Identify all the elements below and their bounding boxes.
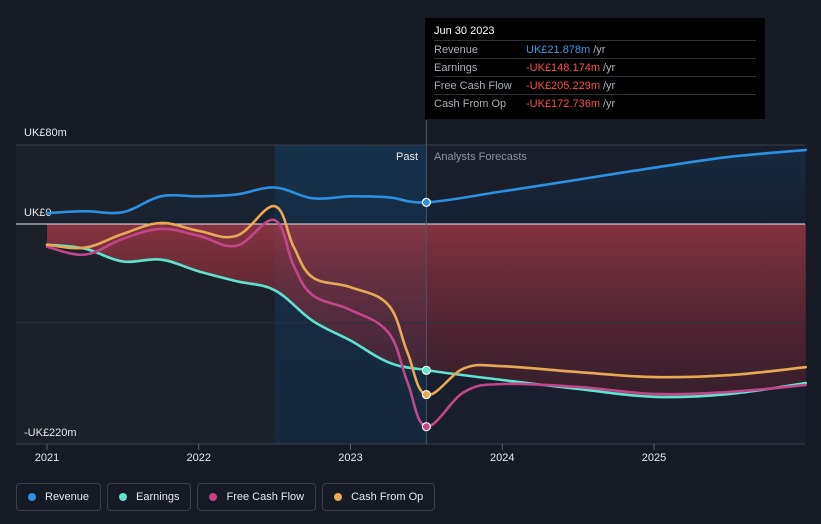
legend-item-earnings[interactable]: Earnings — [107, 483, 192, 511]
tooltip-row-revenue: Revenue UK£21.878m /yr — [434, 40, 756, 58]
legend-item-cash-from-op[interactable]: Cash From Op — [322, 483, 436, 511]
tooltip-unit: /yr — [603, 79, 616, 92]
earnings-line — [45, 243, 808, 399]
tooltip-unit: /yr — [593, 43, 606, 56]
free-cash-flow-point — [421, 422, 431, 432]
tooltip-value: -UK£205.229m — [526, 79, 600, 92]
y-label-zero: UK£0 — [24, 207, 52, 219]
revenue-dot-icon — [28, 493, 36, 501]
tooltip-value: UK£21.878m — [526, 43, 591, 56]
free-cash-flow-line — [45, 218, 808, 428]
revenue-area-fill — [47, 149, 806, 224]
y-label-top: UK£80m — [24, 127, 67, 139]
tooltip: Jun 30 2023 Revenue UK£21.878m /yr Earni… — [425, 18, 765, 119]
tooltip-value: -UK£148.174m — [526, 61, 600, 74]
series-lines — [45, 148, 808, 428]
tooltip-label: Free Cash Flow — [434, 79, 512, 92]
cash-from-op-dot-icon — [334, 493, 343, 501]
tooltip-label: Cash From Op — [434, 97, 507, 110]
tooltip-label: Earnings — [434, 61, 478, 74]
x-axis-ticks: 2021 2022 2023 2024 2025 — [35, 444, 666, 464]
tooltip-value: -UK£172.736m — [526, 97, 600, 110]
revenue-point — [421, 197, 431, 207]
x-tick-label: 2021 — [35, 452, 59, 464]
legend-label: Free Cash Flow — [226, 491, 305, 503]
y-label-bottom: -UK£220m — [24, 427, 77, 439]
legend-item-free-cash-flow[interactable]: Free Cash Flow — [197, 483, 317, 511]
x-tick-label: 2024 — [490, 452, 514, 464]
legend-item-revenue[interactable]: Revenue — [16, 483, 102, 511]
tooltip-row-cash-from-op: Cash From Op -UK£172.736m /yr — [434, 94, 756, 112]
x-tick-label: 2022 — [187, 452, 211, 464]
forecast-label: Analysts Forecasts — [434, 151, 527, 163]
highlight-points — [421, 197, 431, 432]
legend-label: Earnings — [136, 491, 180, 503]
past-label: Past — [396, 151, 418, 163]
cash-from-op-line — [45, 204, 808, 397]
x-tick-label: 2023 — [338, 452, 362, 464]
plot-past-background — [16, 145, 275, 444]
tooltip-row-free-cash-flow: Free Cash Flow -UK£205.229m /yr — [434, 76, 756, 94]
free-cash-flow-dot-icon — [209, 493, 218, 501]
earnings-point — [421, 365, 431, 375]
tooltip-date: Jun 30 2023 — [434, 25, 495, 37]
x-tick-label: 2025 — [642, 452, 666, 464]
cash-from-op-point — [421, 389, 431, 400]
revenue-line — [45, 148, 808, 215]
legend: Revenue Earnings Free Cash Flow Cash Fro… — [16, 483, 436, 511]
tooltip-row-earnings: Earnings -UK£148.174m /yr — [434, 58, 756, 76]
tooltip-unit: /yr — [603, 61, 616, 74]
tooltip-unit: /yr — [603, 97, 616, 110]
legend-label: Cash From Op — [351, 491, 424, 503]
earnings-dot-icon — [119, 493, 128, 501]
tooltip-label: Revenue — [434, 43, 479, 56]
legend-label: Revenue — [45, 491, 90, 503]
